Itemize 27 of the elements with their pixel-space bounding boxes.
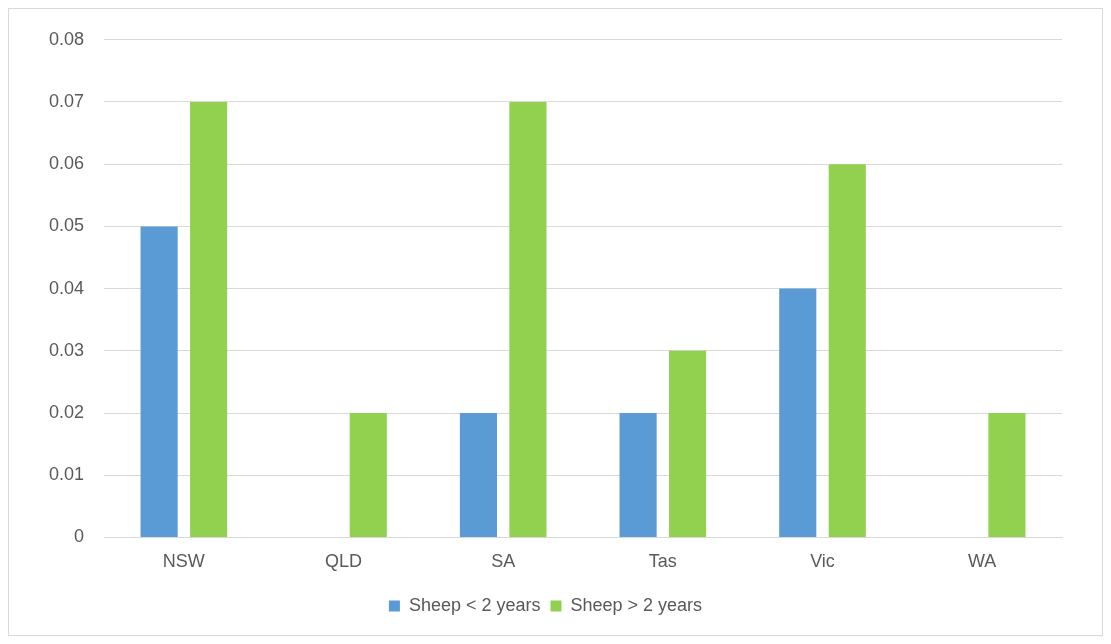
bar: [349, 413, 387, 537]
legend-label: Sheep > 2 years: [570, 594, 703, 615]
y-tick-label: 0.05: [48, 215, 85, 236]
bar: [828, 164, 866, 537]
bar: [509, 102, 547, 537]
y-tick-label: 0.01: [48, 464, 85, 485]
bar: [459, 413, 497, 537]
bar: [140, 226, 178, 537]
bar: [669, 350, 707, 537]
y-tick-label: 0.02: [48, 401, 85, 422]
y-tick-label: 0: [74, 526, 85, 547]
bar: [779, 288, 817, 537]
y-tick-label: 0.03: [48, 339, 85, 360]
y-tick-label: 0.06: [48, 153, 85, 174]
x-tick-label: Tas: [648, 551, 677, 572]
bar: [619, 413, 657, 537]
bar: [190, 102, 228, 537]
x-tick-label: NSW: [162, 551, 205, 572]
x-tick-label: Vic: [810, 551, 835, 572]
x-tick-label: WA: [968, 551, 997, 572]
y-tick-label: 0.07: [48, 90, 85, 111]
y-tick-label: 0.08: [48, 28, 85, 49]
x-tick-label: SA: [491, 551, 516, 572]
y-tick-label: 0.04: [48, 277, 85, 298]
bar: [988, 413, 1026, 537]
legend-label: Sheep < 2 years: [408, 594, 541, 615]
x-tick-label: QLD: [325, 551, 363, 572]
